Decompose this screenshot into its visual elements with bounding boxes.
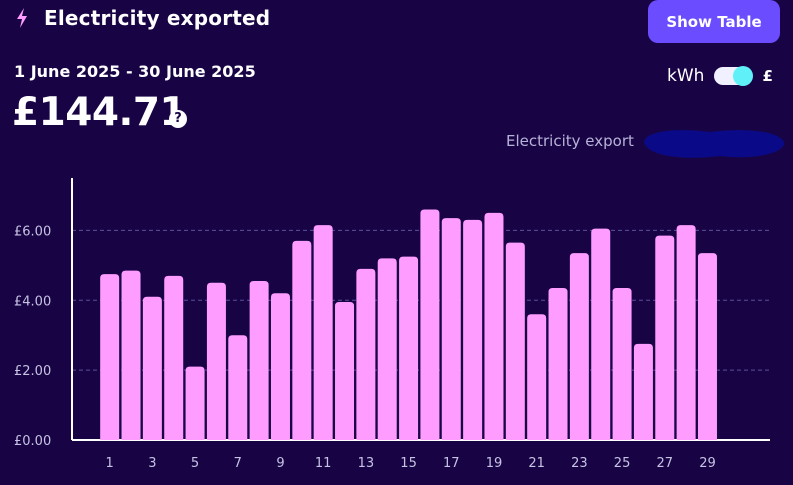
bar-day-18[interactable] [463,219,483,440]
lightning-bolt-icon [17,8,27,28]
bar-day-21[interactable] [527,314,547,440]
x-tick-label: 5 [191,456,199,471]
unit-toggle: kWh £ [667,66,773,86]
bar-day-6[interactable] [206,282,226,440]
chart-legend: Electricity export [506,122,786,160]
bar-day-20[interactable] [505,242,525,440]
bar-day-3[interactable] [142,296,162,440]
y-tick-label: £6.00 [14,224,51,239]
bar-day-9[interactable] [270,293,290,440]
date-range: 1 June 2025 - 30 June 2025 [14,62,256,81]
show-table-button[interactable]: Show Table [648,0,780,43]
bar-day-10[interactable] [292,240,312,440]
x-tick-label: 25 [614,456,631,471]
bar-day-4[interactable] [164,275,184,440]
bar-day-19[interactable] [484,212,504,440]
page-title: Electricity exported [44,6,271,30]
total-amount: £144.71 [12,90,187,135]
x-tick-label: 29 [699,456,716,471]
bar-day-15[interactable] [399,256,419,440]
bar-day-28[interactable] [676,225,696,440]
x-tick-label: 17 [443,456,460,471]
bar-day-1[interactable] [100,274,120,440]
unit-switch[interactable] [714,66,754,86]
bar-day-7[interactable] [228,335,248,440]
y-tick-label: £2.00 [14,364,51,379]
x-tick-label: 19 [486,456,503,471]
unit-kwh-label: kWh [667,66,705,86]
x-tick-label: 13 [358,456,375,471]
bar-day-27[interactable] [655,235,675,440]
bar-day-23[interactable] [569,253,589,440]
x-tick-label: 7 [234,456,242,471]
x-tick-label: 15 [400,456,417,471]
bar-day-29[interactable] [697,253,717,440]
y-tick-label: £0.00 [14,434,51,449]
bar-day-13[interactable] [356,268,376,440]
unit-gbp-label: £ [762,67,773,85]
bar-day-17[interactable] [441,218,461,440]
legend-swatch [643,130,784,158]
x-ticks: 1 3 5 7 9 11 13 15 17 19 21 23 25 27 29 [106,456,716,471]
bar-day-26[interactable] [633,343,653,440]
x-tick-label: 3 [148,456,156,471]
bar-day-25[interactable] [612,288,632,440]
x-tick-label: 9 [276,456,284,471]
y-tick-label: £4.00 [14,294,51,309]
x-tick-label: 21 [528,456,545,471]
switch-knob[interactable] [733,66,754,86]
x-tick-label: 23 [571,456,588,471]
bar-day-12[interactable] [335,302,355,440]
bar-day-16[interactable] [420,209,440,440]
grid-lines [72,229,770,371]
bar-day-2[interactable] [121,270,141,440]
legend-label: Electricity export [506,132,634,150]
bars [100,209,717,440]
bar-day-22[interactable] [548,288,568,440]
help-icon[interactable]: ? [169,110,187,128]
title-row: Electricity exported [14,4,270,32]
bar-day-8[interactable] [249,281,269,440]
bar-day-14[interactable] [377,258,397,440]
x-tick-label: 27 [657,456,674,471]
y-ticks: £0.00 £2.00 £4.00 £6.00 [14,224,51,449]
x-tick-label: 11 [315,456,332,471]
x-tick-label: 1 [106,456,114,471]
bar-day-5[interactable] [185,366,205,440]
bar-day-11[interactable] [313,225,333,440]
bar-day-24[interactable] [591,228,611,440]
